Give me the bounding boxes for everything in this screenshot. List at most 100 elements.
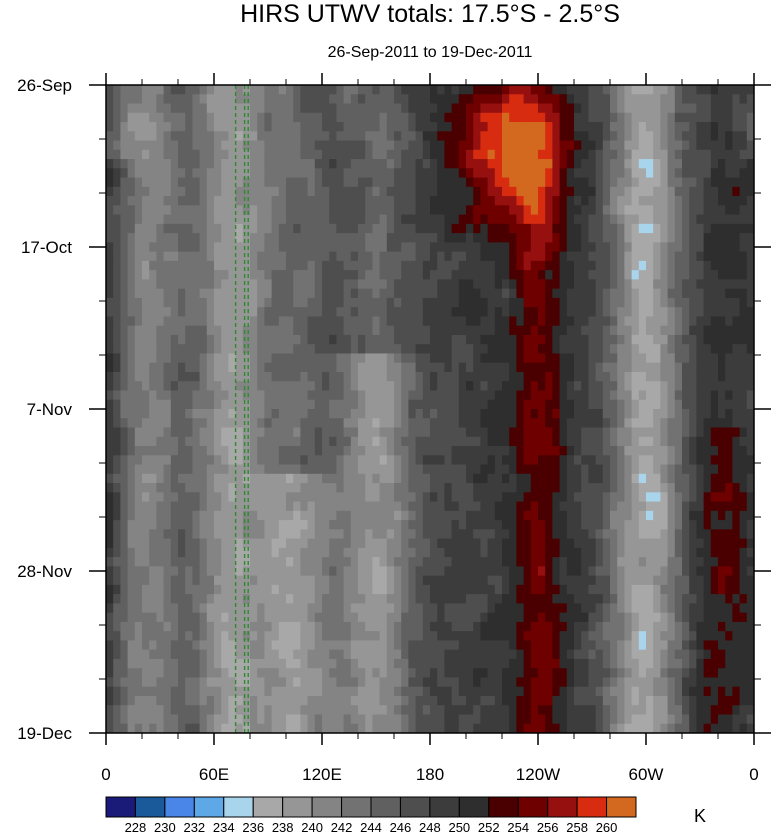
heatmap-cell	[710, 334, 719, 345]
heatmap-cell	[343, 483, 352, 493]
heatmap-cell	[480, 186, 489, 197]
heatmap-cell	[394, 149, 402, 160]
heatmap-cell	[170, 103, 179, 114]
heatmap-cell	[278, 297, 287, 308]
heatmap-cell	[307, 94, 316, 105]
heatmap-cell	[509, 547, 517, 558]
heatmap-cell	[574, 501, 582, 512]
heatmap-cell	[638, 353, 647, 364]
heatmap-cell	[221, 584, 229, 595]
heatmap-cell	[502, 529, 510, 540]
heatmap-cell	[386, 464, 395, 475]
heatmap-cell	[192, 520, 201, 530]
heatmap-cell	[329, 427, 337, 438]
heatmap-cell	[300, 214, 309, 225]
heatmap-cell	[264, 94, 273, 105]
heatmap-cell	[718, 492, 726, 503]
heatmap-cell	[667, 186, 676, 197]
heatmap-cell	[509, 242, 517, 253]
heatmap-cell	[192, 399, 201, 410]
heatmap-cell	[588, 122, 597, 132]
heatmap-cell	[293, 492, 301, 503]
heatmap-cell	[278, 159, 287, 169]
heatmap-cell	[732, 362, 741, 373]
heatmap-cell	[307, 409, 316, 419]
heatmap-cell	[638, 399, 647, 410]
heatmap-cell	[689, 492, 697, 503]
heatmap-cell	[408, 501, 417, 512]
heatmap-cell	[530, 371, 539, 382]
heatmap-cell	[502, 464, 510, 475]
heatmap-cell	[494, 205, 503, 216]
heatmap-cell	[264, 307, 273, 318]
heatmap-cell	[660, 223, 669, 234]
heatmap-cell	[307, 279, 316, 290]
heatmap-cell	[365, 325, 373, 336]
heatmap-cell	[408, 436, 417, 447]
heatmap-cell	[336, 196, 345, 206]
heatmap-cell	[444, 177, 453, 188]
heatmap-cell	[199, 140, 208, 151]
heatmap-cell	[214, 353, 222, 364]
heatmap-cell	[595, 473, 604, 484]
heatmap-cell	[379, 149, 388, 160]
heatmap-cell	[394, 547, 402, 558]
heatmap-cell	[458, 223, 467, 234]
heatmap-cell	[250, 538, 258, 549]
heatmap-cell	[552, 233, 561, 243]
heatmap-cell	[358, 186, 366, 197]
heatmap-cell	[566, 557, 575, 567]
heatmap-cell	[566, 427, 575, 438]
heatmap-cell	[127, 594, 136, 604]
heatmap-cell	[502, 214, 510, 225]
heatmap-cell	[631, 297, 640, 308]
heatmap-cell	[473, 186, 481, 197]
heatmap-cell	[581, 483, 589, 493]
heatmap-cell	[372, 334, 381, 345]
heatmap-cell	[703, 529, 712, 540]
heatmap-cell	[646, 362, 654, 373]
heatmap-cell	[487, 547, 496, 558]
heatmap-cell	[264, 566, 273, 577]
heatmap-cell	[638, 436, 647, 447]
heatmap-cell	[214, 520, 222, 530]
heatmap-cell	[588, 279, 597, 290]
heatmap-cell	[322, 177, 330, 188]
heatmap-cell	[106, 557, 114, 567]
heatmap-cell	[466, 251, 474, 262]
heatmap-cell	[530, 334, 539, 345]
heatmap-cell	[602, 446, 611, 456]
heatmap-cell	[422, 316, 431, 327]
heatmap-cell	[235, 112, 244, 123]
heatmap-cell	[134, 316, 143, 327]
heatmap-cell	[574, 196, 582, 206]
heatmap-cell	[350, 473, 359, 484]
heatmap-cell	[746, 584, 754, 595]
heatmap-cell	[732, 103, 741, 114]
heatmap-cell	[134, 196, 143, 206]
heatmap-cell	[602, 575, 611, 586]
heatmap-cell	[473, 251, 481, 262]
heatmap-cell	[149, 446, 157, 456]
heatmap-cell	[149, 122, 157, 132]
heatmap-cell	[185, 325, 193, 336]
heatmap-cell	[530, 223, 539, 234]
heatmap-cell	[451, 223, 460, 234]
heatmap-cell	[134, 436, 143, 447]
heatmap-cell	[746, 94, 754, 105]
heatmap-cell	[523, 371, 532, 382]
heatmap-cell	[192, 270, 201, 280]
heatmap-cell	[689, 196, 697, 206]
heatmap-cell	[494, 288, 503, 299]
heatmap-cell	[134, 214, 143, 225]
heatmap-cell	[235, 594, 244, 604]
heatmap-cell	[401, 362, 409, 373]
heatmap-cell	[725, 501, 733, 512]
heatmap-cell	[682, 492, 690, 503]
heatmap-cell	[386, 510, 395, 521]
heatmap-cell	[437, 131, 445, 142]
heatmap-cell	[646, 575, 654, 586]
heatmap-cell	[106, 307, 114, 318]
heatmap-cell	[228, 242, 237, 253]
heatmap-cell	[602, 307, 611, 318]
